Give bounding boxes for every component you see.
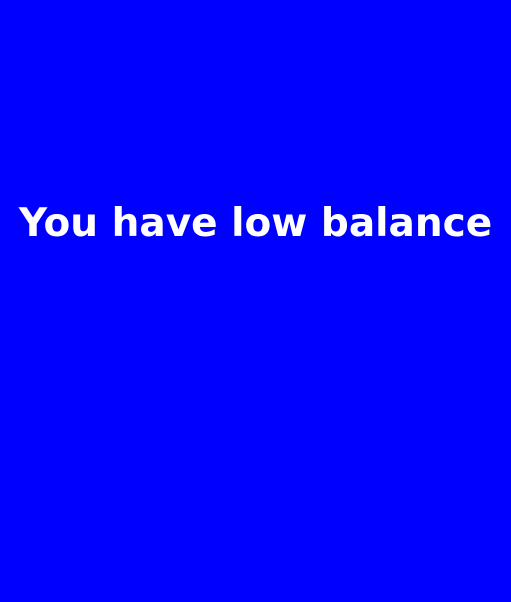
low-balance-message: You have low balance bbox=[18, 201, 493, 246]
